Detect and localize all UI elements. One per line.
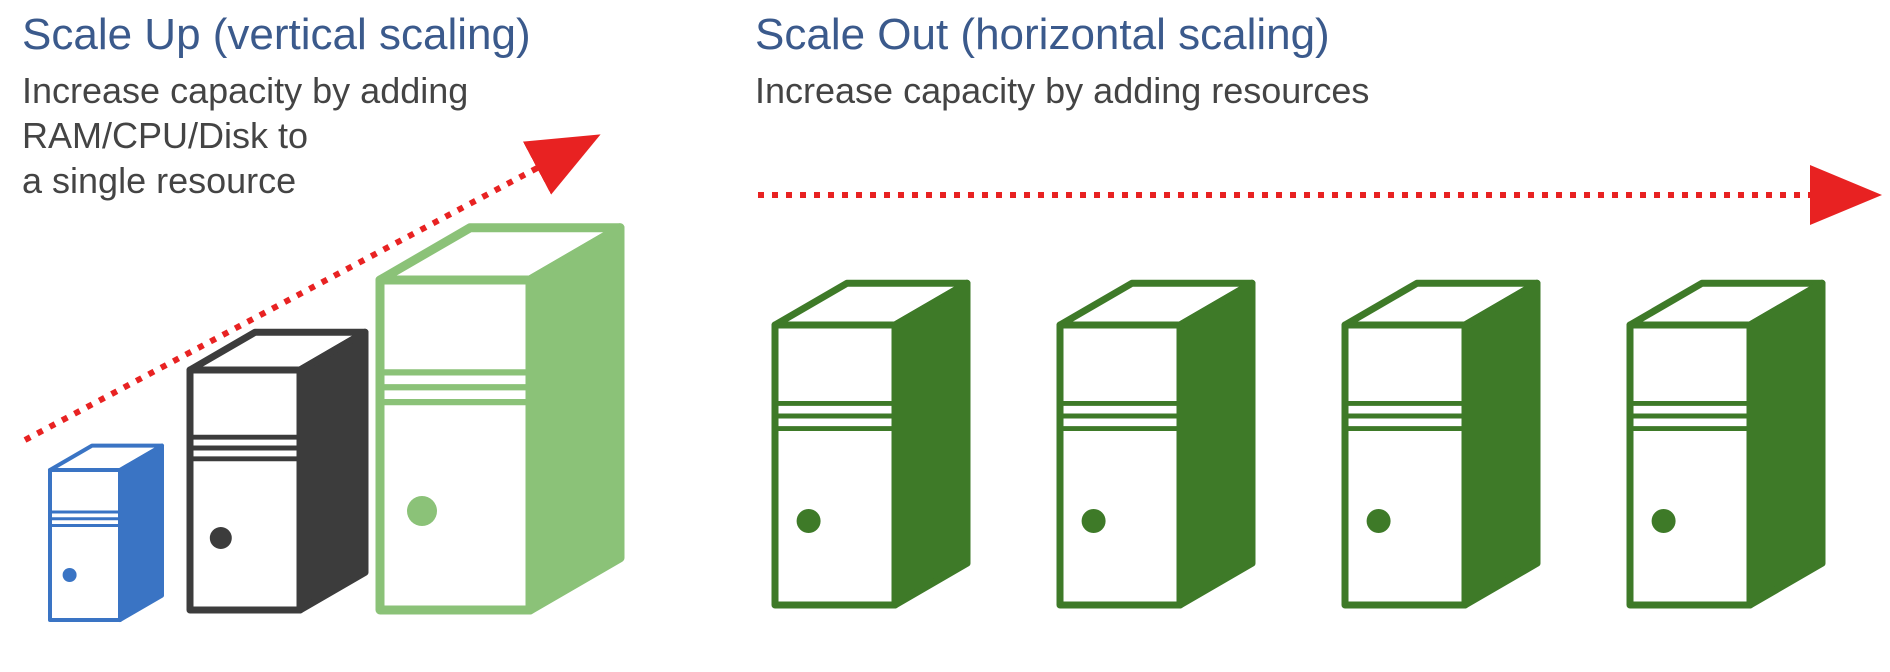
server-icon-out-1 bbox=[1060, 283, 1252, 605]
server-icon-up-1 bbox=[190, 332, 365, 610]
server-icon-out-2 bbox=[1345, 283, 1537, 605]
server-icon-up-2 bbox=[380, 228, 620, 610]
scale-up-title: Scale Up (vertical scaling) bbox=[22, 10, 531, 60]
server-icon-up-0 bbox=[50, 446, 162, 620]
scale-up-section: Scale Up (vertical scaling) Increase cap… bbox=[22, 10, 531, 203]
scale-out-title: Scale Out (horizontal scaling) bbox=[755, 10, 1369, 60]
scale-out-section: Scale Out (horizontal scaling) Increase … bbox=[755, 10, 1369, 113]
server-icon-out-0 bbox=[775, 283, 967, 605]
scale-out-subtitle: Increase capacity by adding resources bbox=[755, 68, 1369, 113]
server-icon-out-3 bbox=[1630, 283, 1822, 605]
scale-up-subtitle: Increase capacity by addingRAM/CPU/Disk … bbox=[22, 68, 531, 203]
